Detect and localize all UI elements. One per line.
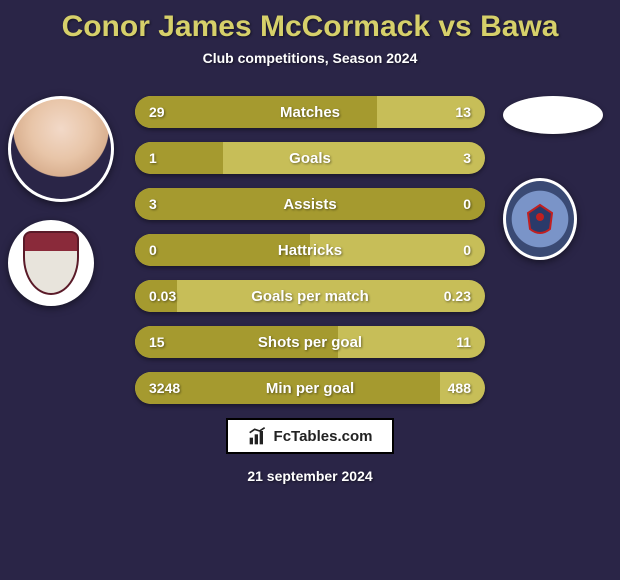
stat-bars: 29Matches131Goals33Assists00Hattricks00.…: [135, 96, 485, 404]
stat-value-right: 0: [463, 196, 471, 212]
player-avatar-left: [8, 96, 114, 202]
stat-row: 3Assists0: [135, 188, 485, 220]
comparison-panel: 29Matches131Goals33Assists00Hattricks00.…: [0, 96, 620, 404]
date-text: 21 september 2024: [0, 468, 620, 484]
player-avatar-right: [503, 96, 603, 134]
stat-value-right: 3: [463, 150, 471, 166]
stat-row: 1Goals3: [135, 142, 485, 174]
stat-value-right: 0: [463, 242, 471, 258]
stat-value-right: 488: [448, 380, 471, 396]
stat-label: Goals per match: [135, 288, 485, 305]
right-column: [497, 96, 612, 260]
barchart-icon: [248, 426, 268, 446]
page-title: Conor James McCormack vs Bawa: [0, 0, 620, 44]
stat-label: Shots per goal: [135, 334, 485, 351]
stat-label: Min per goal: [135, 380, 485, 397]
stat-row: 0Hattricks0: [135, 234, 485, 266]
stat-value-right: 11: [456, 334, 471, 350]
club-badge-left: [8, 220, 94, 306]
stat-value-right: 0.23: [444, 288, 471, 304]
stat-label: Hattricks: [135, 242, 485, 259]
left-column: [8, 96, 123, 306]
stat-label: Matches: [135, 104, 485, 121]
crest-icon: [520, 199, 560, 239]
stat-label: Goals: [135, 150, 485, 167]
club-badge-right: [503, 178, 577, 260]
stat-row: 0.03Goals per match0.23: [135, 280, 485, 312]
stat-row: 3248Min per goal488: [135, 372, 485, 404]
brand-badge: FcTables.com: [226, 418, 394, 454]
stat-row: 15Shots per goal11: [135, 326, 485, 358]
stat-value-right: 13: [455, 104, 471, 120]
shield-icon: [23, 231, 79, 295]
stat-label: Assists: [135, 196, 485, 213]
stat-row: 29Matches13: [135, 96, 485, 128]
brand-text: FcTables.com: [274, 428, 373, 445]
subtitle: Club competitions, Season 2024: [0, 50, 620, 66]
